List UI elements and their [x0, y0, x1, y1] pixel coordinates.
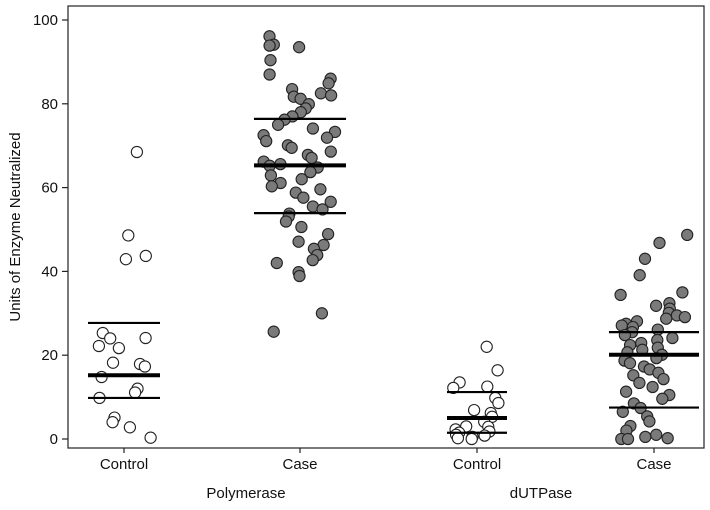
data-point [270, 256, 283, 270]
x-tick-label: Control [453, 456, 501, 473]
data-point [681, 228, 694, 242]
data-point [660, 312, 673, 325]
data-point [651, 323, 664, 336]
data-point [623, 357, 637, 370]
x-axis-labels: Control Case Control Case [100, 448, 672, 473]
data-point [92, 339, 106, 353]
data-point [661, 432, 674, 445]
data-point [279, 215, 293, 228]
y-tick-label: 60 [41, 180, 58, 197]
group-labels: Polymerase dUTPase [206, 485, 572, 502]
data-point [123, 421, 137, 434]
y-tick-label: 40 [41, 263, 58, 280]
data-point [447, 381, 460, 395]
data-point [264, 54, 277, 67]
data-point [322, 77, 335, 90]
data-point [128, 386, 142, 399]
data-point [292, 41, 306, 54]
data-point [139, 331, 152, 345]
data-point [144, 431, 157, 444]
data-point [314, 183, 327, 196]
data-point [104, 332, 117, 345]
data-point [263, 39, 276, 52]
data-point [678, 310, 692, 324]
data-point [315, 307, 329, 320]
data-point [297, 191, 310, 204]
data-point [621, 432, 635, 446]
data-point [619, 385, 633, 398]
y-tick-label: 100 [33, 12, 58, 29]
chart-marks [88, 30, 699, 446]
data-point [633, 376, 646, 390]
data-point [643, 415, 656, 428]
data-point [639, 430, 652, 444]
data-point [139, 249, 152, 263]
plot-area-frame [67, 5, 705, 449]
data-point [646, 380, 659, 394]
data-point [130, 145, 144, 159]
data-point [292, 235, 305, 248]
data-point [306, 122, 320, 135]
x-tick-label: Case [636, 456, 671, 473]
data-point [638, 252, 652, 265]
group-label: dUTPase [510, 485, 573, 502]
data-point [295, 220, 308, 234]
data-point [119, 253, 133, 266]
y-axis: 0 20 40 60 80 100 [33, 12, 68, 448]
data-point [657, 372, 670, 386]
data-point [265, 180, 278, 193]
data-point [321, 227, 335, 241]
data-point [650, 428, 663, 441]
data-point [324, 195, 337, 208]
x-tick-label: Case [282, 456, 317, 473]
data-point [264, 169, 278, 182]
data-point [481, 380, 494, 393]
x-tick-label: Control [100, 456, 148, 473]
data-point [666, 331, 679, 345]
y-tick-label: 0 [50, 431, 58, 448]
data-point [492, 396, 505, 410]
data-point [295, 173, 308, 186]
data-point [293, 269, 306, 283]
data-point [260, 134, 273, 148]
data-point [491, 364, 504, 377]
y-tick-label: 80 [41, 96, 58, 113]
data-point [306, 253, 319, 267]
data-point [320, 131, 334, 144]
data-point [649, 299, 663, 312]
data-point [451, 432, 465, 445]
y-tick-label: 20 [41, 347, 58, 364]
data-point [314, 87, 328, 100]
data-point [616, 405, 629, 418]
data-point [676, 286, 689, 299]
data-point [614, 288, 627, 302]
data-point [465, 432, 478, 446]
data-point [271, 118, 285, 131]
data-point [267, 325, 280, 338]
data-point [656, 392, 669, 405]
data-point [263, 68, 276, 81]
data-point [138, 360, 152, 373]
data-point [653, 236, 666, 250]
data-point [112, 341, 126, 355]
y-axis-title: Units of Enzyme Neutralized [7, 132, 24, 321]
data-point [480, 340, 493, 353]
data-point [324, 89, 338, 102]
data-point [467, 403, 481, 417]
data-point [285, 141, 298, 154]
data-point [122, 229, 135, 242]
data-point [324, 145, 337, 158]
data-point [633, 269, 646, 282]
data-point [106, 416, 119, 429]
group-label: Polymerase [206, 485, 285, 502]
data-point [106, 356, 120, 369]
